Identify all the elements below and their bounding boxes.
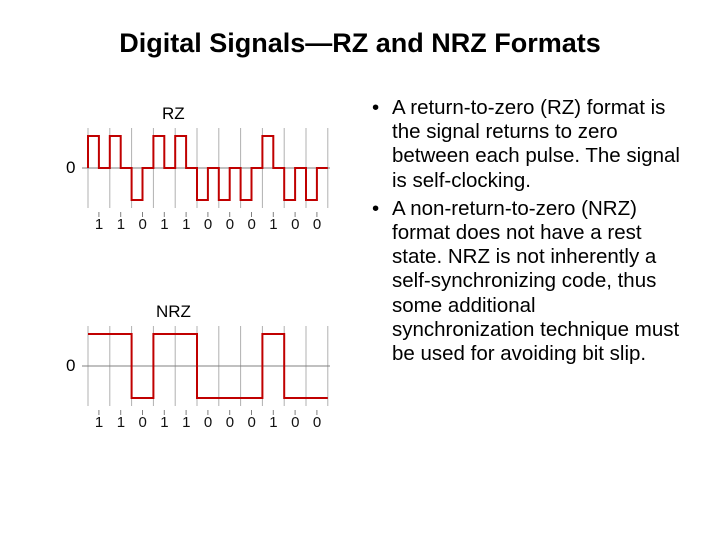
bit-label: 0 xyxy=(226,414,234,431)
bit-label: 1 xyxy=(117,216,125,233)
bit-label: 1 xyxy=(182,414,190,431)
rz-chart: RZ 0 11011000100 xyxy=(70,100,330,270)
bit-label: 0 xyxy=(204,216,212,233)
bullet-item-2: A non-return-to-zero (NRZ) format does n… xyxy=(370,197,680,366)
diagrams-column: RZ 0 11011000100 NRZ 0 11011000100 xyxy=(70,100,330,496)
bullet-item-1: A return-to-zero (RZ) format is the sign… xyxy=(370,96,680,193)
bit-label: 0 xyxy=(139,216,147,233)
bit-label: 0 xyxy=(139,414,147,431)
bit-label: 0 xyxy=(204,414,212,431)
bit-label: 0 xyxy=(248,414,256,431)
page-title: Digital Signals—RZ and NRZ Formats xyxy=(0,28,720,59)
bit-label: 0 xyxy=(291,414,299,431)
bit-label: 0 xyxy=(226,216,234,233)
bit-label: 1 xyxy=(95,216,103,233)
bullet-list: A return-to-zero (RZ) format is the sign… xyxy=(370,96,680,366)
bit-label: 0 xyxy=(291,216,299,233)
bit-label: 1 xyxy=(95,414,103,431)
bit-label: 0 xyxy=(313,414,321,431)
bit-label: 1 xyxy=(160,414,168,431)
bit-label: 0 xyxy=(313,216,321,233)
nrz-chart: NRZ 0 11011000100 xyxy=(70,298,330,468)
bit-label: 1 xyxy=(269,216,277,233)
bit-label: 1 xyxy=(182,216,190,233)
bit-label: 0 xyxy=(248,216,256,233)
bit-label: 1 xyxy=(160,216,168,233)
bit-label: 1 xyxy=(269,414,277,431)
bit-label: 1 xyxy=(117,414,125,431)
text-column: A return-to-zero (RZ) format is the sign… xyxy=(370,96,680,370)
